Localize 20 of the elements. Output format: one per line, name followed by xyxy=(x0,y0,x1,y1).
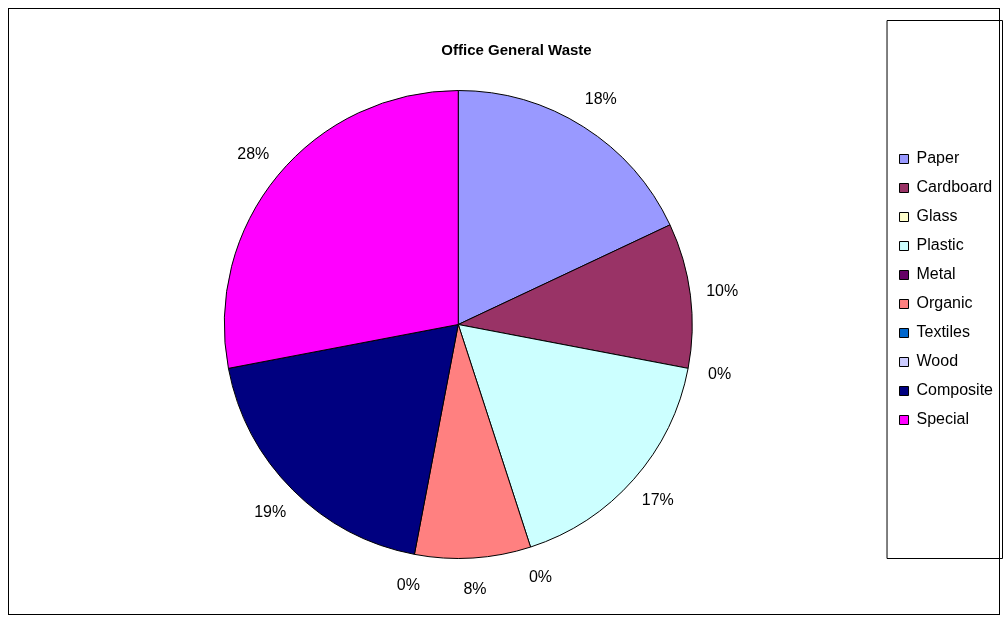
text: 0% xyxy=(707,364,732,382)
data-label: 19% xyxy=(254,503,287,520)
legend-label: Glass xyxy=(916,207,958,225)
legend-label: Composite xyxy=(916,381,994,399)
legend-label: Paper xyxy=(916,149,960,167)
legend-label: Organic xyxy=(916,294,973,312)
data-label: 8% xyxy=(463,580,487,598)
text: Office General Waste xyxy=(441,41,592,59)
text: 0% xyxy=(396,576,420,594)
legend-label: Metal xyxy=(916,265,956,283)
legend-label: Special xyxy=(916,410,970,428)
legend-label: Wood xyxy=(916,352,959,370)
text: 0% xyxy=(528,567,553,585)
data-label: 28% xyxy=(237,145,270,163)
legend-label: Textiles xyxy=(916,323,970,341)
data-label: 10% xyxy=(706,281,739,299)
data-label: 17% xyxy=(641,490,674,508)
data-label: 18% xyxy=(584,90,617,108)
legend-label: Plastic xyxy=(916,236,964,254)
legend-label: Cardboard xyxy=(916,178,993,196)
